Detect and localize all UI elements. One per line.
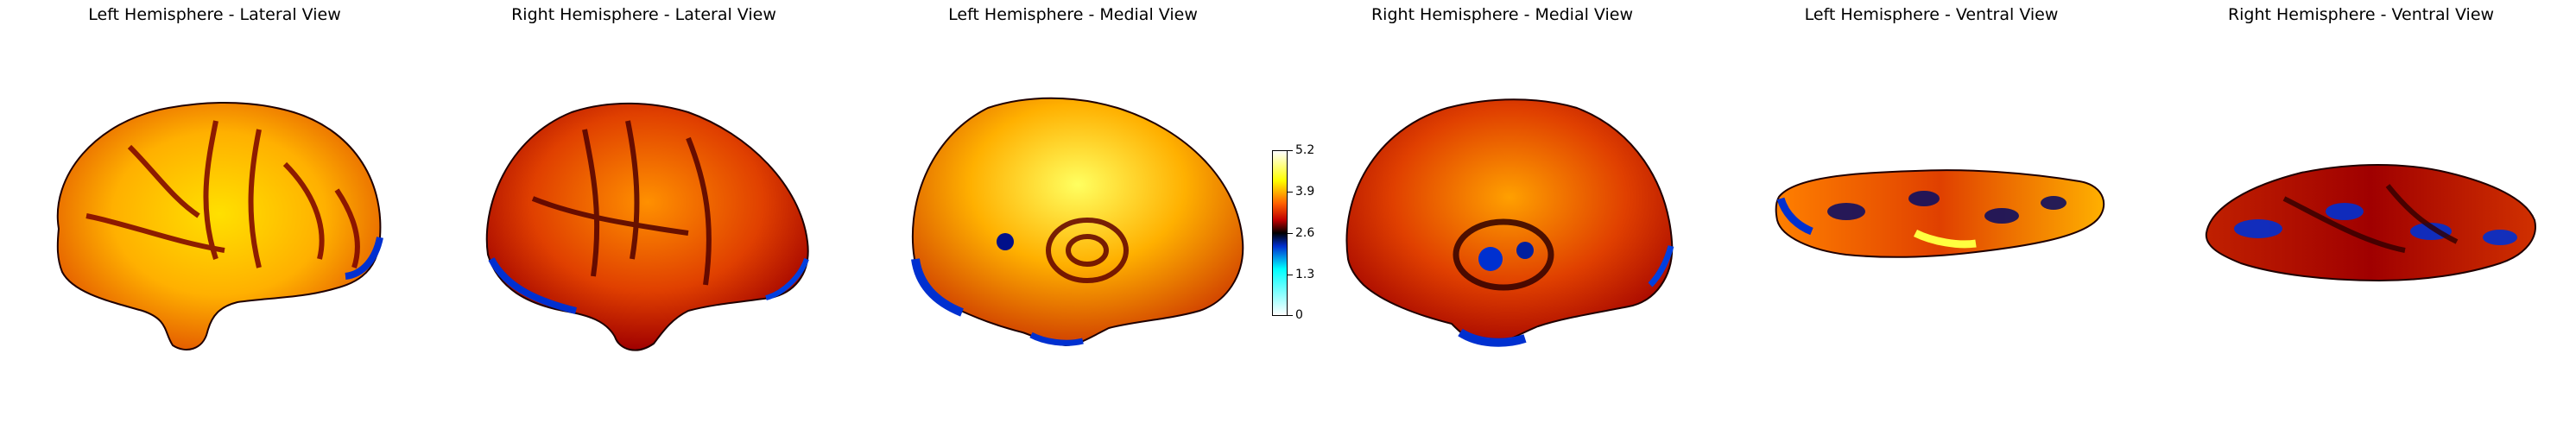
panel-left-ventral: Left Hemisphere - Ventral View [1717,0,2146,442]
brain-surface-image [429,0,858,442]
panel-right-ventral: Right Hemisphere - Ventral View [2146,0,2576,442]
panel-left-medial: Left Hemisphere - Medial View [858,0,1288,442]
brain-surface-image [2146,0,2576,442]
colorbar [1272,150,1288,316]
panel-left-lateral: Left Hemisphere - Lateral View [0,0,429,442]
brain-surface-image [858,0,1288,442]
panel-right-lateral: Right Hemisphere - Lateral View [429,0,858,442]
brain-surface-image [1717,0,2146,442]
panel-right-medial: Right Hemisphere - Medial View [1288,0,1717,442]
brain-surface-image [1288,0,1717,442]
brain-surface-image [0,0,429,442]
